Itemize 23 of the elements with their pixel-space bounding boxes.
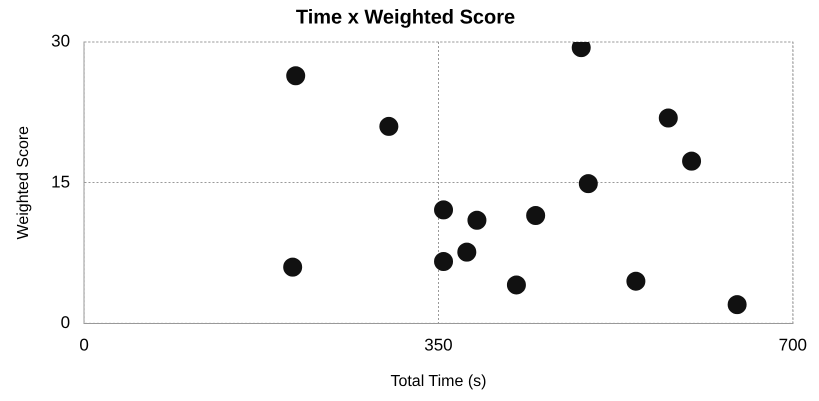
point bbox=[457, 242, 476, 262]
point bbox=[506, 275, 526, 294]
point bbox=[626, 272, 646, 291]
point bbox=[526, 206, 546, 226]
point bbox=[283, 258, 302, 277]
point bbox=[728, 295, 747, 314]
point bbox=[682, 152, 702, 171]
point bbox=[434, 200, 454, 220]
point bbox=[578, 174, 598, 194]
y-tick-label: 30 bbox=[51, 32, 70, 51]
point bbox=[467, 210, 486, 230]
x-axis-title: Total Time (s) bbox=[390, 372, 486, 390]
point bbox=[658, 108, 678, 128]
y-axis-title: Weighted Score bbox=[15, 126, 32, 240]
y-tick-label: 15 bbox=[51, 172, 70, 192]
chart-title: Time x Weighted Score bbox=[296, 6, 516, 29]
point bbox=[434, 252, 454, 271]
x-tick-label: 0 bbox=[79, 335, 89, 354]
y-tick-label: 0 bbox=[60, 313, 70, 332]
x-tick-label: 700 bbox=[778, 335, 808, 354]
x-tick-label: 350 bbox=[424, 335, 453, 354]
point bbox=[286, 66, 306, 86]
point bbox=[379, 116, 398, 136]
